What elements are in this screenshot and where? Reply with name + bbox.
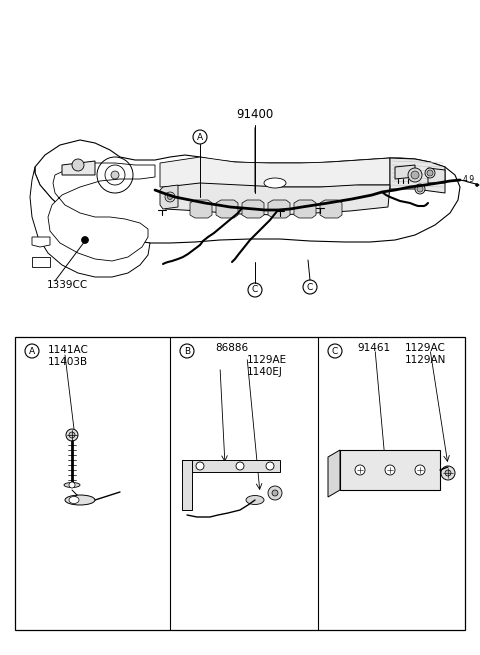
Ellipse shape	[246, 495, 264, 504]
Circle shape	[445, 470, 451, 476]
Text: C: C	[332, 346, 338, 356]
Polygon shape	[160, 157, 390, 187]
Polygon shape	[32, 237, 50, 247]
Polygon shape	[340, 450, 440, 490]
Polygon shape	[48, 163, 155, 261]
Bar	[15, 337, 465, 630]
Circle shape	[476, 183, 479, 187]
Polygon shape	[242, 200, 264, 218]
Polygon shape	[32, 257, 50, 267]
Ellipse shape	[65, 495, 95, 505]
Circle shape	[441, 466, 455, 480]
Polygon shape	[190, 200, 212, 218]
Circle shape	[72, 159, 84, 171]
Polygon shape	[390, 158, 445, 193]
Polygon shape	[30, 167, 150, 277]
Text: 86886: 86886	[215, 343, 248, 353]
Circle shape	[385, 465, 395, 475]
Text: C: C	[307, 282, 313, 291]
Circle shape	[69, 432, 75, 438]
Polygon shape	[328, 450, 340, 497]
Polygon shape	[428, 168, 445, 183]
Polygon shape	[165, 183, 390, 215]
Text: A: A	[29, 346, 35, 356]
Circle shape	[236, 462, 244, 470]
Text: 4.9: 4.9	[463, 174, 475, 183]
Circle shape	[417, 186, 423, 192]
Circle shape	[165, 192, 175, 202]
Polygon shape	[182, 460, 192, 510]
Polygon shape	[62, 161, 95, 175]
Text: 1339CC: 1339CC	[47, 280, 88, 290]
Polygon shape	[182, 460, 280, 472]
Polygon shape	[395, 165, 415, 179]
Text: C: C	[252, 286, 258, 295]
Circle shape	[196, 462, 204, 470]
Circle shape	[82, 236, 88, 244]
Circle shape	[69, 482, 75, 488]
Circle shape	[268, 486, 282, 500]
Text: 11403B: 11403B	[48, 357, 88, 367]
Ellipse shape	[264, 178, 286, 188]
Circle shape	[411, 171, 419, 179]
Circle shape	[425, 168, 435, 178]
Circle shape	[355, 465, 365, 475]
Text: 91461: 91461	[357, 343, 390, 353]
Polygon shape	[216, 200, 238, 218]
Circle shape	[427, 170, 433, 176]
Circle shape	[272, 490, 278, 496]
Text: 1140EJ: 1140EJ	[247, 367, 283, 377]
Circle shape	[266, 462, 274, 470]
Polygon shape	[268, 200, 290, 218]
Circle shape	[415, 465, 425, 475]
Polygon shape	[160, 185, 178, 209]
Text: 1141AC: 1141AC	[48, 345, 89, 355]
Polygon shape	[294, 200, 316, 218]
Text: A: A	[197, 132, 203, 141]
Text: 1129AE: 1129AE	[247, 355, 287, 365]
Circle shape	[66, 429, 78, 441]
Ellipse shape	[69, 496, 79, 504]
Polygon shape	[320, 200, 342, 218]
Circle shape	[408, 168, 422, 182]
Circle shape	[415, 184, 425, 194]
Text: 91400: 91400	[236, 108, 274, 121]
Circle shape	[168, 195, 172, 200]
Circle shape	[111, 171, 119, 179]
Text: 1129AC: 1129AC	[405, 343, 446, 353]
Text: B: B	[184, 346, 190, 356]
Ellipse shape	[64, 483, 80, 487]
Text: 1129AN: 1129AN	[405, 355, 446, 365]
Polygon shape	[35, 140, 460, 243]
